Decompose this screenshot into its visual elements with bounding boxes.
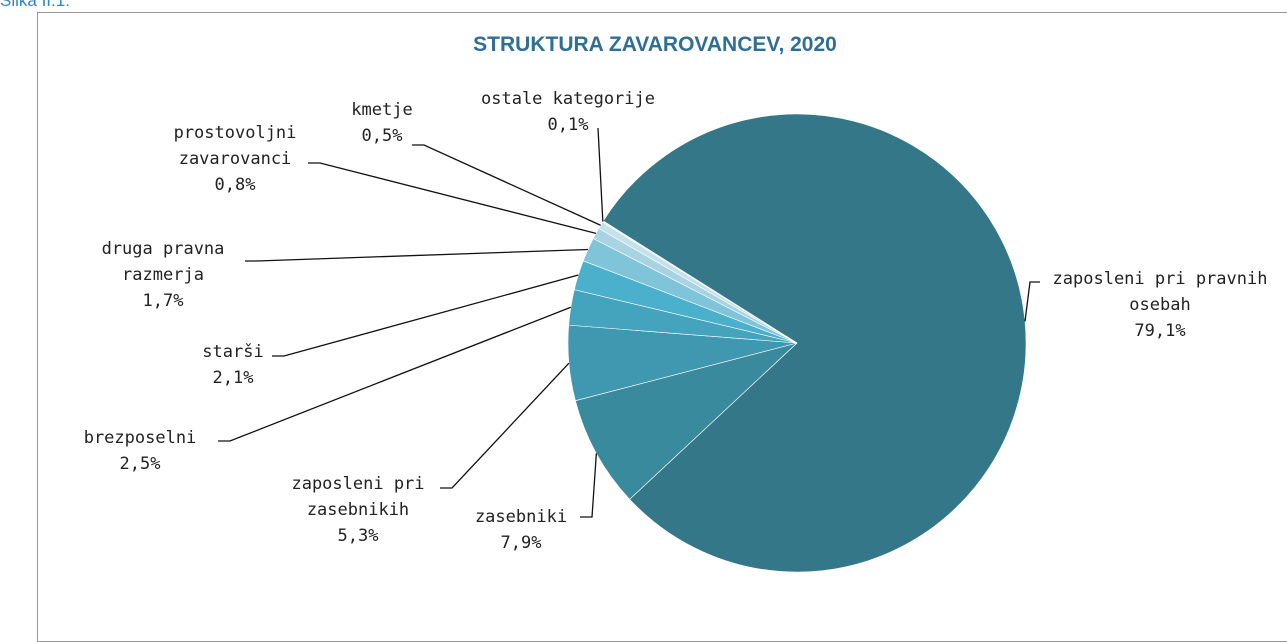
slice-label: druga pravna razmerja 1,7% [78,236,248,314]
slice-label: zaposleni pri zasebnikih 5,3% [273,471,443,549]
value-label: 0,8% [214,175,256,195]
leader-line [597,127,604,222]
value-label: 79,1% [1134,321,1186,341]
leader-line [218,306,572,442]
category-label: zaposleni pri pravnih osebah [1052,269,1268,315]
slice-label: prostovoljni zavarovanci 0,8% [160,120,310,198]
value-label: 0,1% [547,115,589,135]
category-label: ostale kategorije [481,89,655,109]
slice-label: kmetje 0,5% [342,97,422,149]
category-label: starši [202,342,264,362]
leader-line [440,362,570,489]
leader-line [308,162,597,235]
category-label: prostovoljni zavarovanci [173,123,297,169]
value-label: 1,7% [142,291,184,311]
chart-title: STRUKTURA ZAVAROVANCEV, 2020 [473,33,837,56]
value-label: 2,1% [212,368,254,388]
value-label: 5,3% [337,526,379,546]
slice-label: zasebniki 7,9% [461,504,581,556]
leader-line [245,248,588,262]
pie-slice [602,113,1027,573]
chart [218,113,1040,573]
category-label: brezposelni [83,428,197,448]
value-label: 2,5% [119,454,161,474]
slice-label: brezposelni 2,5% [65,425,215,477]
slice-label: zaposleni pri pravnih osebah 79,1% [1040,266,1280,344]
value-label: 7,9% [500,533,542,553]
leader-line [272,274,579,357]
pie-slice [575,342,798,500]
leader-line [580,453,598,518]
slice-label: starši 2,1% [193,339,273,391]
value-label: 0,5% [361,126,403,146]
leader-line [412,144,601,226]
category-label: kmetje [351,100,413,120]
figure-label: Slika II.1: [0,0,70,10]
category-label: zaposleni pri zasebnikih [291,474,425,520]
leader-line [1024,281,1040,322]
slice-label: ostale kategorije 0,1% [458,86,678,138]
category-label: druga pravna razmerja [101,239,225,285]
category-label: zasebniki [474,507,568,527]
